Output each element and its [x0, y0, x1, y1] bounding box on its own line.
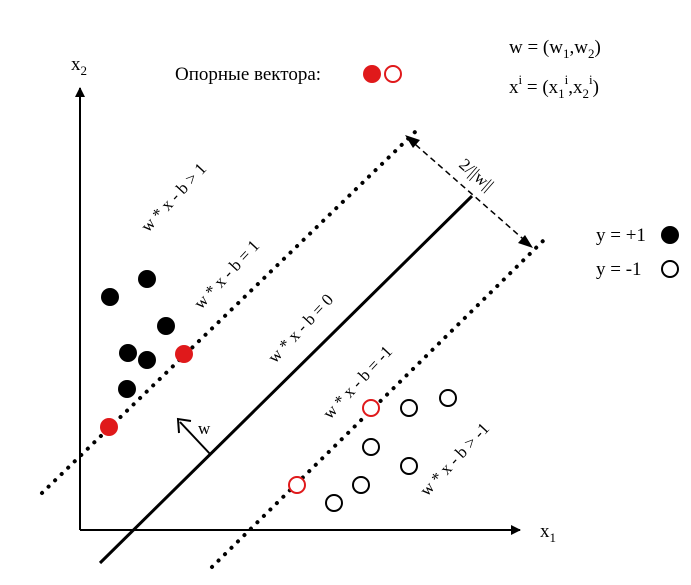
negative-support-vectors	[288, 399, 380, 494]
support-vector-hollow-icon	[384, 65, 402, 83]
label-eq0: w * x - b = 0	[264, 290, 337, 367]
margin-label: 2/||w||	[455, 155, 497, 195]
negative-points	[325, 389, 457, 512]
label-gtm1: w * x - b > -1	[416, 419, 493, 500]
data-point-negative	[362, 438, 380, 456]
data-point-positive	[138, 351, 156, 369]
data-point-negative	[400, 399, 418, 417]
data-point-positive	[119, 344, 137, 362]
positive-points	[101, 270, 175, 398]
data-point-negative	[352, 476, 370, 494]
y-axis-label: x2	[71, 54, 87, 78]
positive-support-vectors	[100, 345, 193, 436]
data-point-positive	[118, 380, 136, 398]
support-vector-positive	[100, 418, 118, 436]
margin-arrowhead-top	[405, 135, 420, 148]
w-vector	[179, 421, 212, 456]
support-vector-positive	[175, 345, 193, 363]
legend-positive-icon	[661, 226, 679, 244]
data-point-negative	[400, 457, 418, 475]
decision-boundary	[98, 194, 474, 565]
data-point-negative	[325, 494, 343, 512]
legend-negative-icon	[661, 260, 679, 278]
data-point-positive	[101, 288, 119, 306]
legend-negative-label: y = -1	[596, 259, 642, 280]
support-vector-negative	[288, 476, 306, 494]
support-vector-filled-icon	[363, 65, 381, 83]
margin-dimension-arrow	[407, 137, 531, 246]
label-eq1: w * x - b = 1	[190, 236, 263, 313]
data-point-positive	[157, 317, 175, 335]
label-eqm1: w * x - b = -1	[319, 342, 396, 423]
legend-positive-label: y = +1	[596, 225, 646, 246]
w-definition: w = (w1,w2)	[509, 37, 601, 61]
x-definition: xi = (x1i,x2i)	[509, 72, 599, 101]
w-vector-arrowhead	[176, 417, 192, 434]
w-label: w	[198, 419, 211, 438]
x-axis-label: x1	[540, 521, 556, 545]
support-vector-negative	[362, 399, 380, 417]
margin-arrowhead-bottom	[518, 235, 533, 248]
data-point-negative	[439, 389, 457, 407]
support-vectors-label: Опорные вектора:	[175, 64, 321, 85]
upper-margin-line	[40, 130, 417, 495]
lower-margin-line	[210, 236, 548, 569]
data-point-positive	[138, 270, 156, 288]
label-gt1: w * x - b > 1	[137, 159, 210, 236]
